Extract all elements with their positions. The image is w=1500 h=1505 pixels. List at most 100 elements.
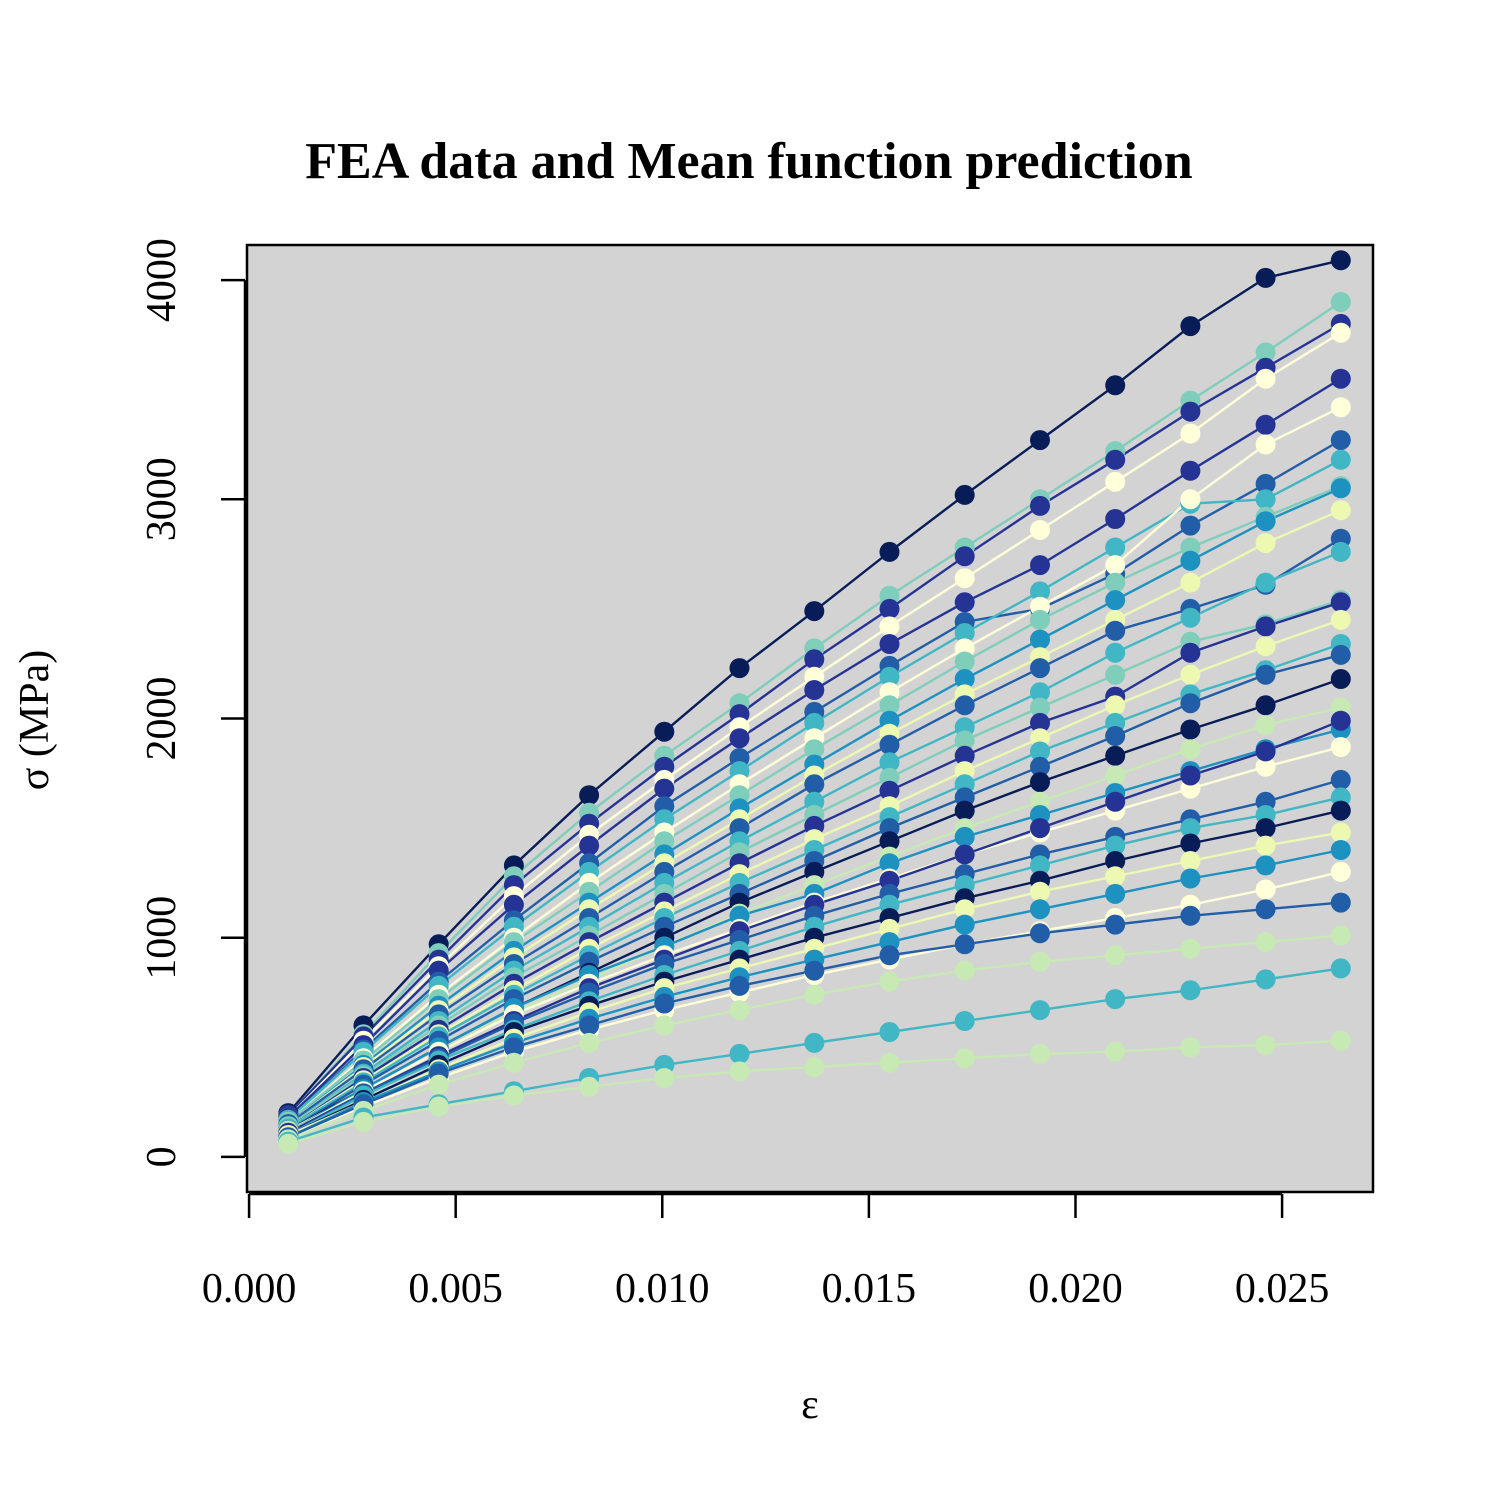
data-point	[654, 1015, 675, 1036]
data-point	[1030, 881, 1050, 902]
data-point	[1105, 851, 1126, 871]
data-point	[1255, 572, 1276, 593]
data-point	[1330, 250, 1351, 271]
data-point	[1255, 368, 1276, 389]
data-point	[1105, 945, 1126, 966]
data-point	[879, 541, 900, 562]
data-point	[1030, 923, 1050, 944]
data-point	[1030, 772, 1050, 793]
data-point	[1330, 1030, 1351, 1051]
data-point	[804, 984, 825, 1005]
data-point	[1330, 430, 1351, 451]
data-point	[954, 592, 975, 613]
data-point	[879, 831, 900, 852]
data-point	[1105, 745, 1126, 766]
data-point	[1105, 572, 1126, 593]
data-point	[1180, 693, 1201, 714]
y-tick-label: 1000	[139, 896, 185, 980]
data-point	[1330, 892, 1351, 913]
data-point	[1330, 449, 1351, 470]
data-point	[579, 785, 600, 806]
data-point	[1180, 642, 1201, 663]
data-point	[1255, 741, 1276, 762]
data-point	[954, 1011, 975, 1031]
data-point	[954, 800, 975, 821]
data-point	[879, 1052, 900, 1073]
data-point	[1030, 855, 1050, 876]
data-point	[1030, 609, 1050, 630]
data-point	[1180, 938, 1201, 959]
data-point	[1105, 471, 1126, 492]
data-point	[1255, 489, 1276, 510]
data-point	[1180, 765, 1201, 786]
data-point	[729, 1061, 750, 1082]
data-point	[804, 960, 825, 981]
fea-points	[278, 250, 1351, 1154]
y-axis-label: σ (MPa)	[12, 650, 58, 790]
data-point	[503, 1085, 524, 1106]
data-point	[1105, 914, 1126, 935]
data-point	[1105, 555, 1126, 576]
data-point	[1105, 866, 1126, 887]
data-point	[1105, 664, 1126, 685]
data-point	[1030, 520, 1050, 540]
data-point	[879, 634, 900, 654]
data-point	[1255, 818, 1276, 839]
data-point	[1180, 833, 1201, 854]
data-point	[804, 1032, 825, 1053]
data-point	[1330, 925, 1351, 946]
data-point	[1180, 460, 1201, 481]
data-point	[1255, 342, 1276, 363]
data-point	[1180, 818, 1201, 839]
data-point	[1180, 515, 1201, 536]
data-point	[1330, 822, 1351, 843]
data-point	[1330, 669, 1351, 689]
x-tick-label: 0.000	[202, 1266, 297, 1312]
data-point	[428, 1074, 449, 1095]
data-point	[1255, 533, 1276, 554]
data-point	[729, 1043, 750, 1064]
data-point	[503, 1037, 524, 1058]
x-axis-label: ε	[801, 1382, 819, 1428]
data-point	[1030, 682, 1050, 703]
data-point	[1030, 581, 1050, 602]
data-point	[579, 835, 600, 856]
data-point	[1105, 590, 1126, 611]
data-point	[954, 745, 975, 766]
data-point	[1330, 478, 1351, 499]
chart-title: FEA data and Mean function prediction	[305, 133, 1193, 190]
data-point	[353, 1111, 374, 1132]
data-point	[954, 844, 975, 865]
data-point	[954, 623, 975, 643]
data-point	[1030, 430, 1050, 451]
data-point	[1255, 855, 1276, 876]
data-point	[1330, 861, 1351, 882]
data-point	[879, 666, 900, 687]
data-point	[503, 1052, 524, 1073]
data-point	[804, 601, 825, 622]
data-point	[954, 568, 975, 589]
data-point	[1030, 756, 1050, 777]
data-point	[954, 669, 975, 689]
data-point	[954, 484, 975, 505]
data-point	[879, 598, 900, 619]
data-point	[579, 1076, 600, 1097]
data-point	[729, 658, 750, 679]
data-point	[879, 853, 900, 874]
data-point	[1330, 840, 1351, 860]
data-point	[1180, 572, 1201, 593]
x-tick-label: 0.010	[615, 1266, 710, 1312]
data-point	[954, 826, 975, 847]
data-point	[954, 651, 975, 672]
data-point	[1105, 835, 1126, 856]
data-point	[1330, 710, 1351, 731]
data-point	[1030, 1000, 1050, 1021]
data-point	[954, 934, 975, 955]
data-point	[1030, 555, 1050, 576]
data-point	[1105, 765, 1126, 786]
data-point	[1105, 695, 1126, 716]
data-point	[579, 1032, 600, 1053]
data-point	[654, 1068, 675, 1088]
data-point	[1330, 368, 1351, 389]
